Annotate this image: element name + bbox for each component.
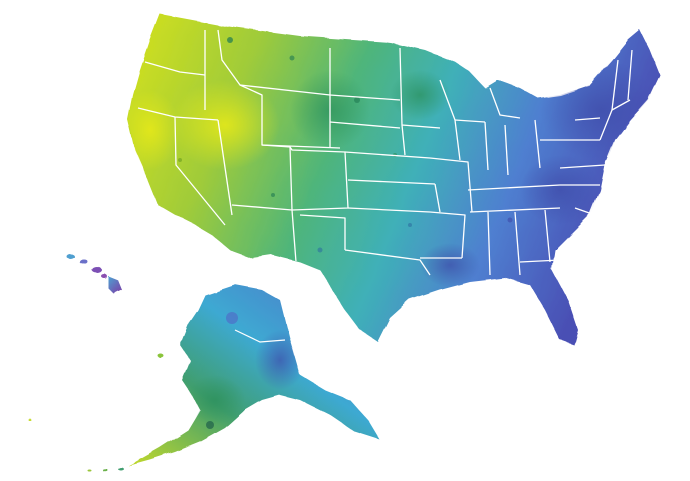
hawaii-island-big: [108, 276, 122, 294]
hawaii-region: [66, 253, 122, 294]
hawaii-island-3: [92, 267, 102, 273]
aleutian-islands: [28, 353, 163, 472]
hawaii-island-2: [80, 259, 88, 265]
alaska-border-line: [234, 329, 286, 343]
hawaii-island-1: [66, 253, 74, 259]
alaska-region: [28, 285, 380, 472]
contiguous-us-region: [128, 14, 660, 345]
state-borders: [137, 29, 633, 276]
hawaii-island-4: [101, 274, 107, 278]
alaska-shape: [128, 285, 380, 466]
